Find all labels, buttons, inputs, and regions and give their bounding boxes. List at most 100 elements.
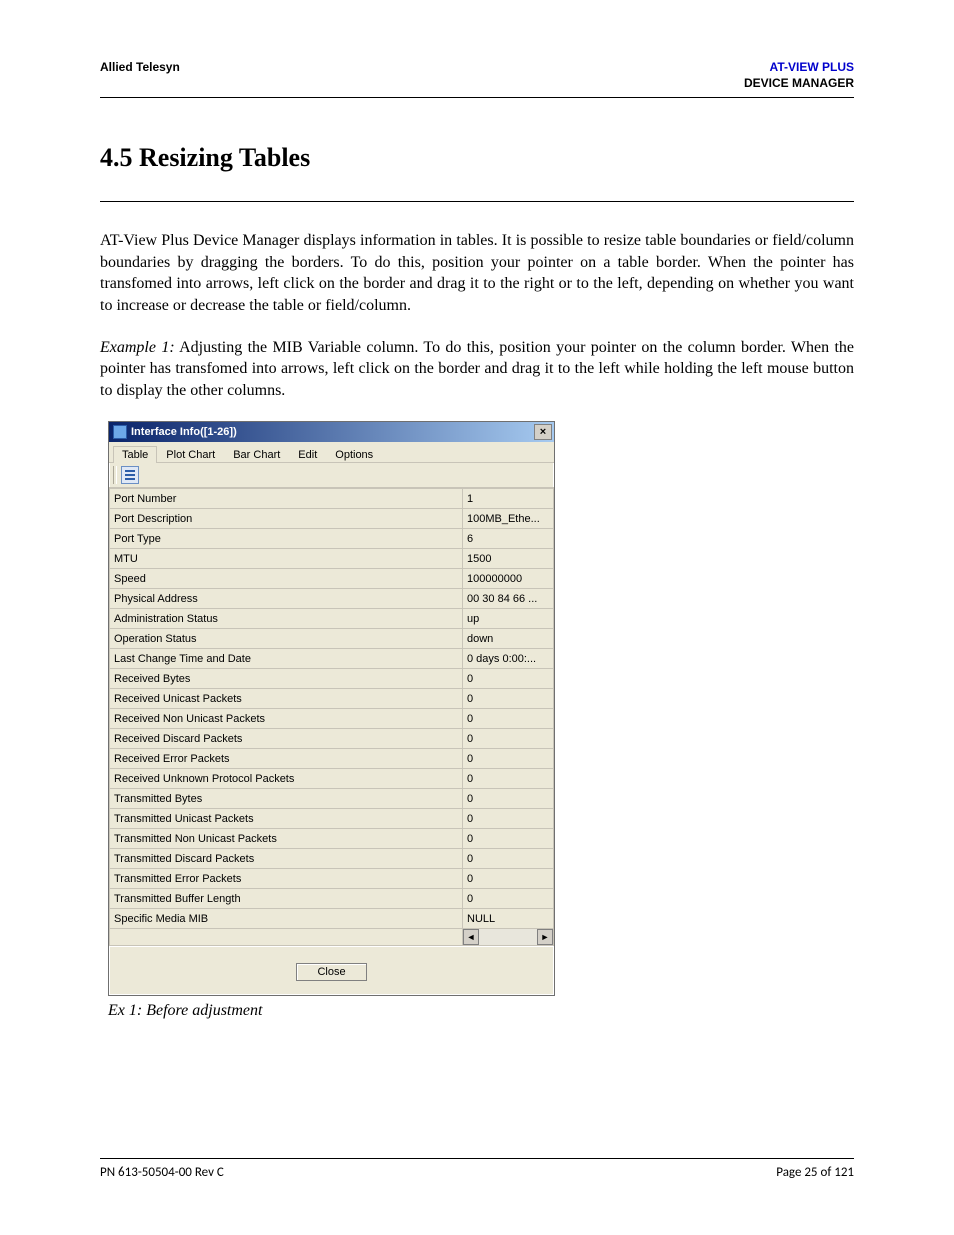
- row-label: Received Error Packets: [110, 749, 463, 769]
- table-row[interactable]: Operation Statusdown: [110, 629, 554, 649]
- header-subtitle: DEVICE MANAGER: [744, 76, 854, 92]
- row-value: 0: [463, 689, 554, 709]
- table-row[interactable]: Received Discard Packets0: [110, 729, 554, 749]
- row-value: 0: [463, 669, 554, 689]
- row-value: 1500: [463, 549, 554, 569]
- row-value: 0: [463, 829, 554, 849]
- table-row[interactable]: Specific Media MIBNULL: [110, 909, 554, 929]
- tab-plot-chart[interactable]: Plot Chart: [157, 446, 224, 463]
- row-label: Transmitted Non Unicast Packets: [110, 829, 463, 849]
- app-icon: [113, 425, 127, 439]
- table-row[interactable]: Transmitted Error Packets0: [110, 869, 554, 889]
- page-header: Allied Telesyn AT-VIEW PLUS DEVICE MANAG…: [100, 60, 854, 91]
- row-label: Port Description: [110, 509, 463, 529]
- footer-left: PN 613-50504-00 Rev C: [100, 1165, 224, 1180]
- row-label: Transmitted Discard Packets: [110, 849, 463, 869]
- row-label: Operation Status: [110, 629, 463, 649]
- row-label: Transmitted Buffer Length: [110, 889, 463, 909]
- footer-row: PN 613-50504-00 Rev C Page 25 of 121: [100, 1165, 854, 1180]
- row-label: Physical Address: [110, 589, 463, 609]
- table-row[interactable]: Physical Address00 30 84 66 ...: [110, 589, 554, 609]
- table-row[interactable]: Last Change Time and Date0 days 0:00:...: [110, 649, 554, 669]
- table-row[interactable]: Transmitted Non Unicast Packets0: [110, 829, 554, 849]
- section-heading: 4.5 Resizing Tables: [100, 143, 854, 173]
- row-value: 6: [463, 529, 554, 549]
- row-label: Received Discard Packets: [110, 729, 463, 749]
- row-value: 100000000: [463, 569, 554, 589]
- figure-caption: Ex 1: Before adjustment: [108, 1002, 854, 1020]
- table-row[interactable]: Transmitted Buffer Length0: [110, 889, 554, 909]
- row-label: Received Non Unicast Packets: [110, 709, 463, 729]
- tab-bar-chart[interactable]: Bar Chart: [224, 446, 289, 463]
- row-label: Received Unicast Packets: [110, 689, 463, 709]
- table-row[interactable]: Received Error Packets0: [110, 749, 554, 769]
- table-row[interactable]: Received Unicast Packets0: [110, 689, 554, 709]
- row-label: Transmitted Unicast Packets: [110, 809, 463, 829]
- row-label: Last Change Time and Date: [110, 649, 463, 669]
- row-label: Transmitted Error Packets: [110, 869, 463, 889]
- example-label: Example 1:: [100, 339, 175, 356]
- row-value: 0: [463, 769, 554, 789]
- table-row[interactable]: Administration Statusup: [110, 609, 554, 629]
- page: Allied Telesyn AT-VIEW PLUS DEVICE MANAG…: [0, 0, 954, 1235]
- table-row[interactable]: Transmitted Bytes0: [110, 789, 554, 809]
- button-row: Close: [109, 946, 554, 995]
- info-table-body: Port Number1Port Description100MB_Ethe..…: [110, 489, 554, 946]
- row-label: Specific Media MIB: [110, 909, 463, 929]
- window-title: Interface Info([1-26]): [131, 426, 237, 438]
- table-view-icon[interactable]: [121, 466, 139, 484]
- table-row[interactable]: Port Type6: [110, 529, 554, 549]
- header-rule: [100, 97, 854, 98]
- tab-edit[interactable]: Edit: [289, 446, 326, 463]
- table-row[interactable]: MTU1500: [110, 549, 554, 569]
- table-row[interactable]: Received Bytes0: [110, 669, 554, 689]
- scroll-left-icon[interactable]: ◄: [463, 929, 479, 945]
- row-label: Received Unknown Protocol Packets: [110, 769, 463, 789]
- row-value: 100MB_Ethe...: [463, 509, 554, 529]
- header-left: Allied Telesyn: [100, 60, 180, 74]
- scroll-right-icon[interactable]: ►: [537, 929, 553, 945]
- hscroll-cell: ◄►: [463, 929, 554, 946]
- close-icon[interactable]: ×: [534, 424, 552, 440]
- table-row[interactable]: Received Unknown Protocol Packets0: [110, 769, 554, 789]
- section-rule: [100, 201, 854, 202]
- row-label: MTU: [110, 549, 463, 569]
- titlebar-left: Interface Info([1-26]): [113, 425, 237, 439]
- row-value: 0: [463, 809, 554, 829]
- table-row[interactable]: Port Description100MB_Ethe...: [110, 509, 554, 529]
- row-value: 0: [463, 709, 554, 729]
- row-label: Port Type: [110, 529, 463, 549]
- row-value: 00 30 84 66 ...: [463, 589, 554, 609]
- row-value: down: [463, 629, 554, 649]
- hscroll-spacer: [110, 929, 463, 946]
- tab-options[interactable]: Options: [326, 446, 382, 463]
- row-label: Received Bytes: [110, 669, 463, 689]
- row-value: NULL: [463, 909, 554, 929]
- scroll-track[interactable]: [479, 929, 537, 945]
- interface-info-window: Interface Info([1-26]) × Table Plot Char…: [108, 421, 555, 996]
- row-value: 0: [463, 889, 554, 909]
- footer-right: Page 25 of 121: [776, 1165, 854, 1180]
- page-footer: PN 613-50504-00 Rev C Page 25 of 121: [100, 1158, 854, 1180]
- paragraph-example: Example 1: Adjusting the MIB Variable co…: [100, 337, 854, 402]
- info-table: Port Number1Port Description100MB_Ethe..…: [109, 488, 554, 946]
- row-label: Transmitted Bytes: [110, 789, 463, 809]
- menubar: Table Plot Chart Bar Chart Edit Options: [109, 442, 554, 463]
- close-button[interactable]: Close: [296, 963, 366, 981]
- header-product: AT-VIEW PLUS: [744, 60, 854, 76]
- tab-table[interactable]: Table: [113, 446, 157, 463]
- table-row[interactable]: Port Number1: [110, 489, 554, 509]
- row-value: 0: [463, 729, 554, 749]
- row-value: 0: [463, 749, 554, 769]
- table-row[interactable]: Received Non Unicast Packets0: [110, 709, 554, 729]
- table-row[interactable]: Speed100000000: [110, 569, 554, 589]
- horizontal-scrollbar[interactable]: ◄►: [463, 929, 553, 945]
- window-titlebar[interactable]: Interface Info([1-26]) ×: [109, 422, 554, 442]
- row-value: 1: [463, 489, 554, 509]
- table-row[interactable]: Transmitted Unicast Packets0: [110, 809, 554, 829]
- row-value: up: [463, 609, 554, 629]
- row-value: 0: [463, 849, 554, 869]
- row-label: Speed: [110, 569, 463, 589]
- table-row[interactable]: Transmitted Discard Packets0: [110, 849, 554, 869]
- row-label: Port Number: [110, 489, 463, 509]
